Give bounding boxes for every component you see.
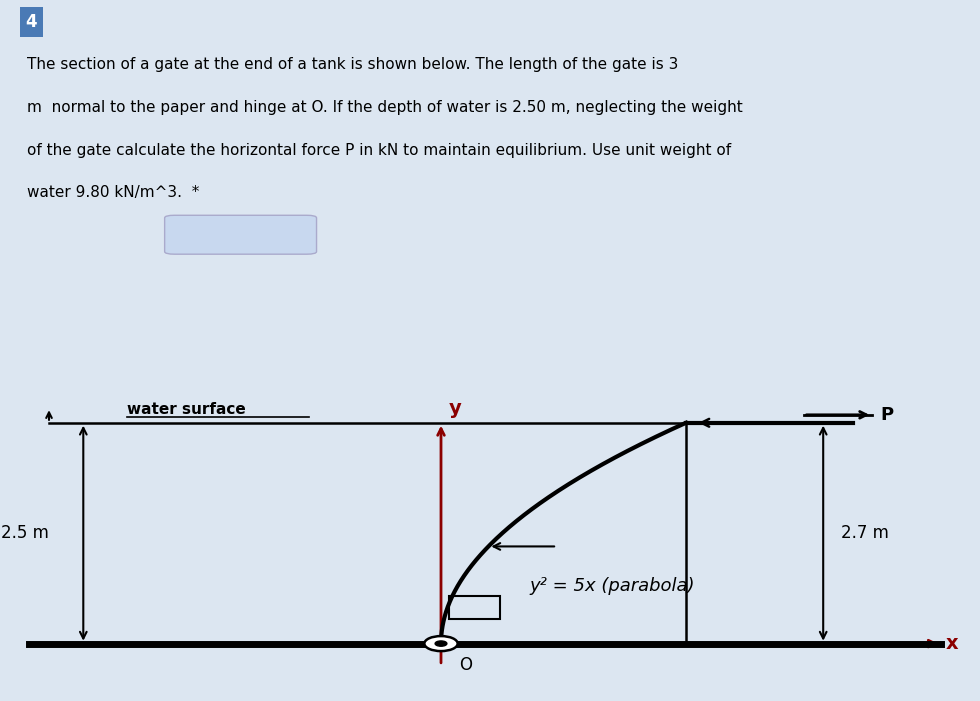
Text: of the gate calculate the horizontal force P in kN to maintain equilibrium. Use : of the gate calculate the horizontal for… [27, 143, 731, 158]
Text: The section of a gate at the end of a tank is shown below. The length of the gat: The section of a gate at the end of a ta… [27, 57, 679, 72]
FancyBboxPatch shape [165, 215, 317, 254]
Circle shape [435, 641, 447, 646]
Text: y: y [449, 400, 462, 418]
Circle shape [424, 636, 458, 651]
Text: m  normal to the paper and hinge at O. If the depth of water is 2.50 m, neglecti: m normal to the paper and hinge at O. If… [27, 100, 743, 115]
Bar [449, 597, 500, 619]
Text: 2.7 m: 2.7 m [841, 524, 889, 542]
Text: y² = 5x (parabola): y² = 5x (parabola) [529, 577, 695, 595]
Text: 2.5 m: 2.5 m [1, 524, 48, 542]
Text: 4: 4 [25, 13, 37, 31]
Text: water surface: water surface [127, 402, 246, 418]
Text: water 9.80 kN/m^3.  *: water 9.80 kN/m^3. * [27, 186, 200, 200]
Text: x: x [946, 634, 958, 653]
Text: P: P [880, 406, 893, 424]
Text: O: O [459, 656, 471, 674]
